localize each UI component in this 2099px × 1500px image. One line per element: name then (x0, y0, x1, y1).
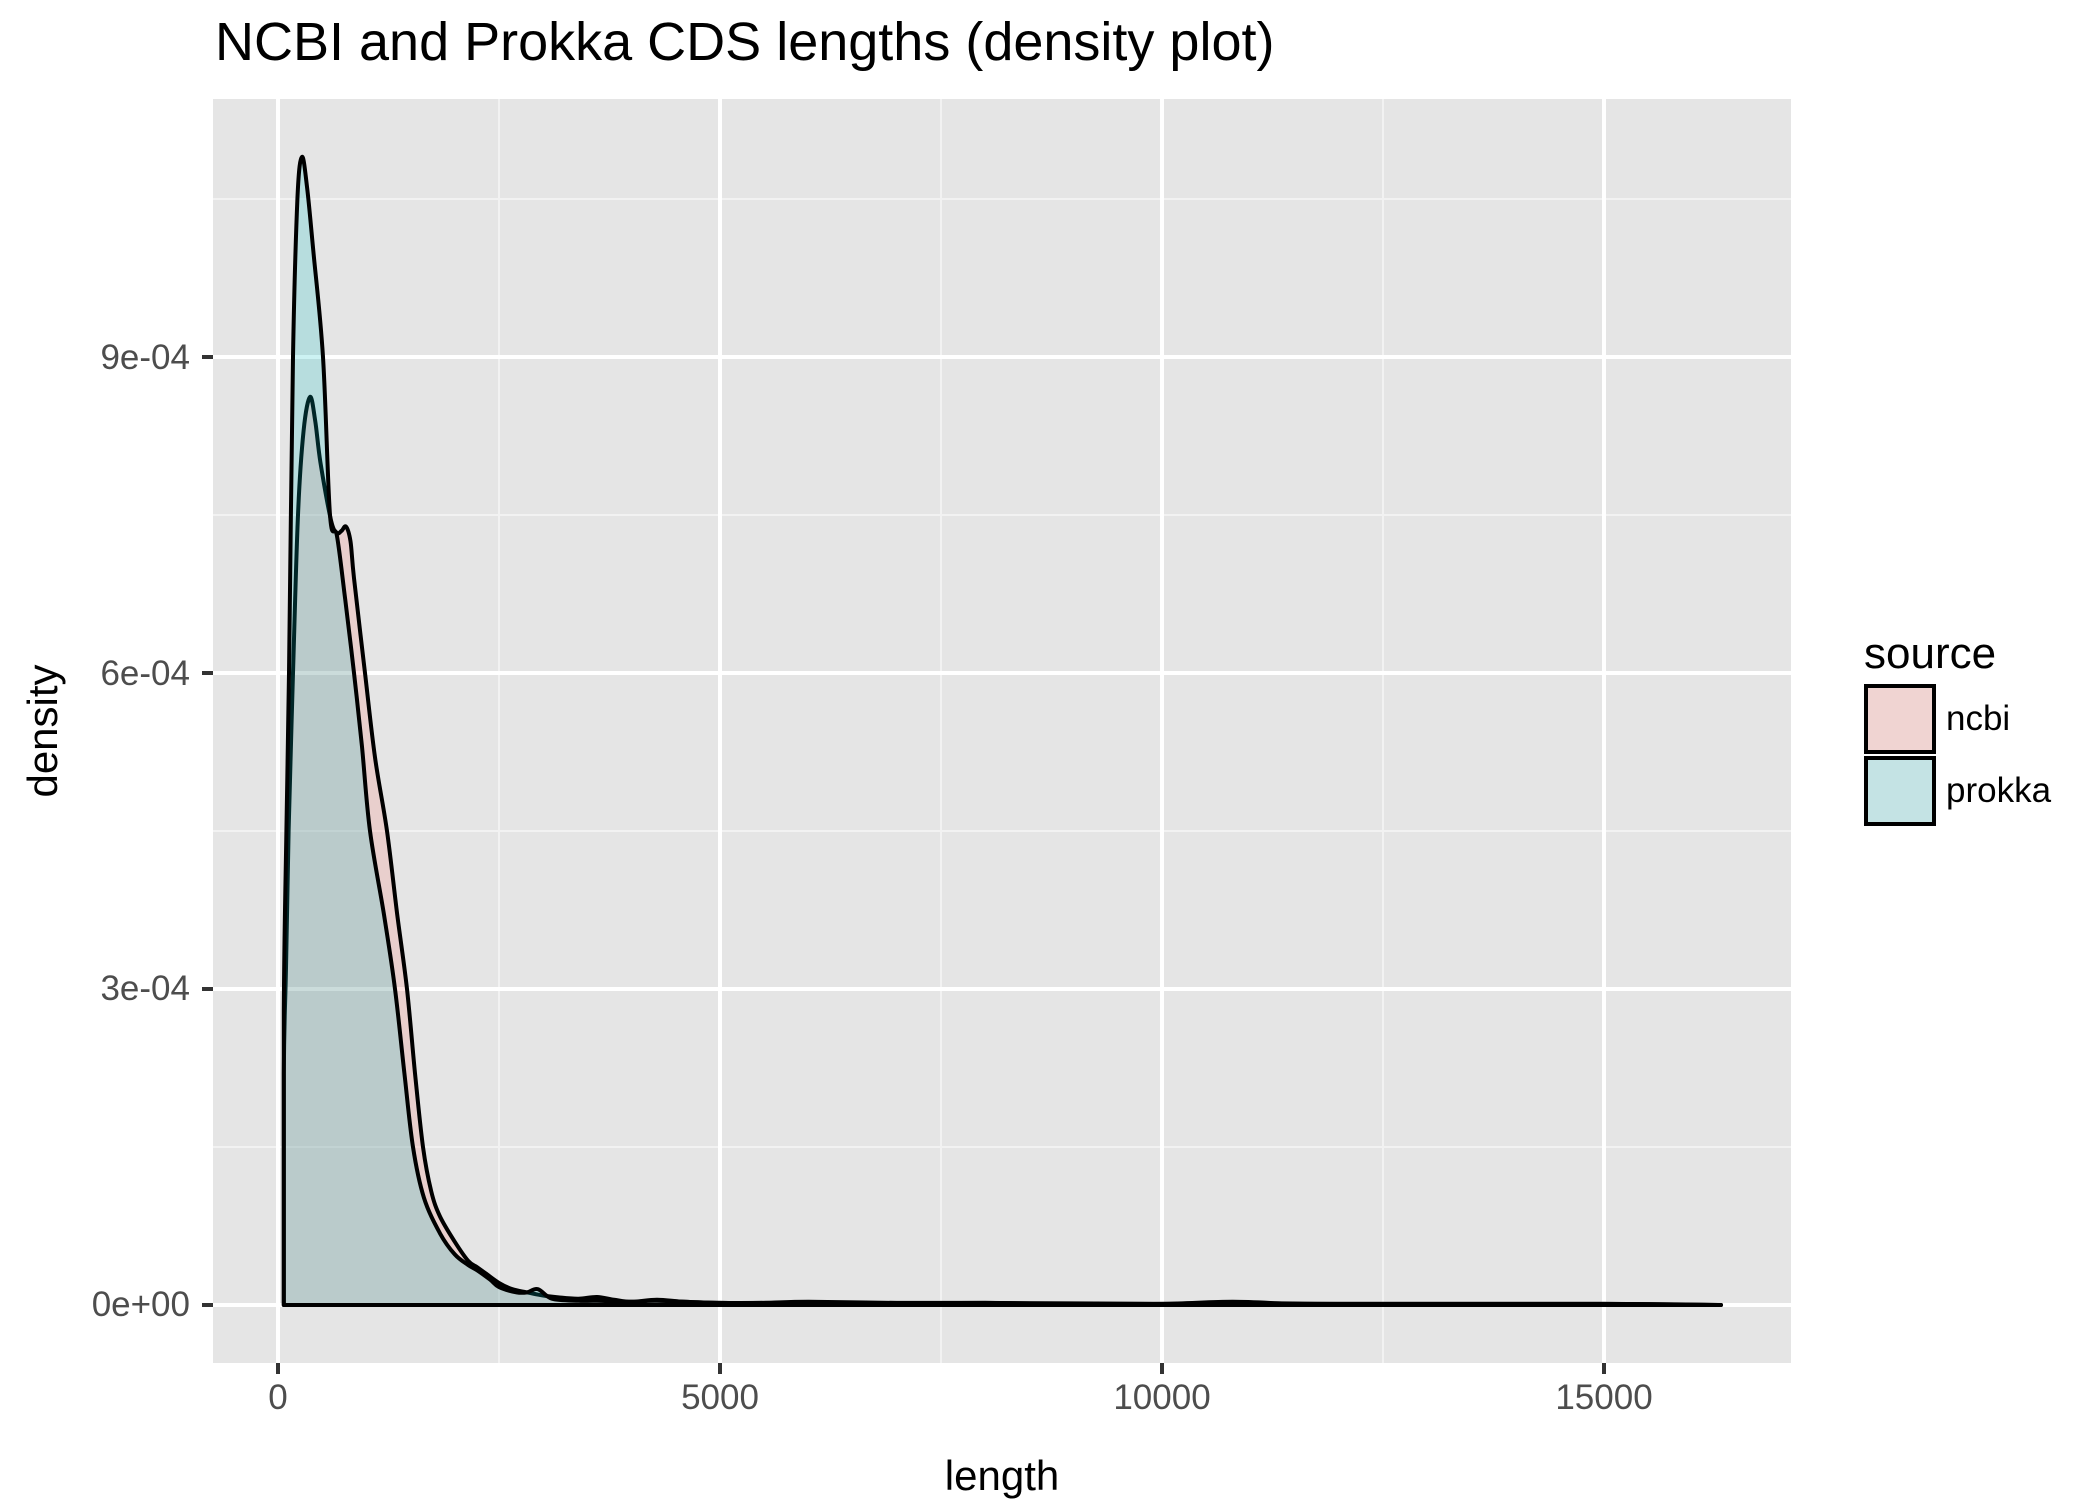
density-area-prokka (281, 154, 1723, 1307)
x-tick-label-3: 15000 (1555, 1378, 1653, 1417)
chart-title: NCBI and Prokka CDS lengths (density plo… (215, 12, 1275, 72)
density-areas (281, 154, 1723, 1307)
x-tick-label-1: 5000 (681, 1378, 759, 1417)
x-tick-label-2: 10000 (1113, 1378, 1211, 1417)
axis-ticks (202, 355, 1606, 1374)
legend-key-ncbi (1864, 684, 1936, 754)
y-tick-label-0: 0e+00 (91, 1285, 190, 1324)
x-axis-label: length (944, 1452, 1060, 1499)
legend-title: source (1864, 629, 1997, 678)
y-tick-label-3: 9e-04 (100, 338, 190, 377)
x-tick-label-0: 0 (268, 1378, 288, 1417)
legend-item-prokka: prokka (1864, 756, 2051, 826)
legend-item-ncbi: ncbi (1864, 684, 2051, 754)
minor-gridlines (213, 99, 1791, 1363)
legend-label-ncbi: ncbi (1946, 699, 2011, 738)
legend: source ncbi prokka (1864, 630, 2051, 826)
y-tick-label-1: 3e-04 (100, 969, 190, 1008)
legend-label-prokka: prokka (1946, 771, 2052, 810)
legend-key-prokka (1864, 756, 1936, 826)
y-axis-label: density (19, 664, 66, 798)
y-tick-label-2: 6e-04 (100, 654, 190, 693)
panel-background (213, 99, 1791, 1363)
